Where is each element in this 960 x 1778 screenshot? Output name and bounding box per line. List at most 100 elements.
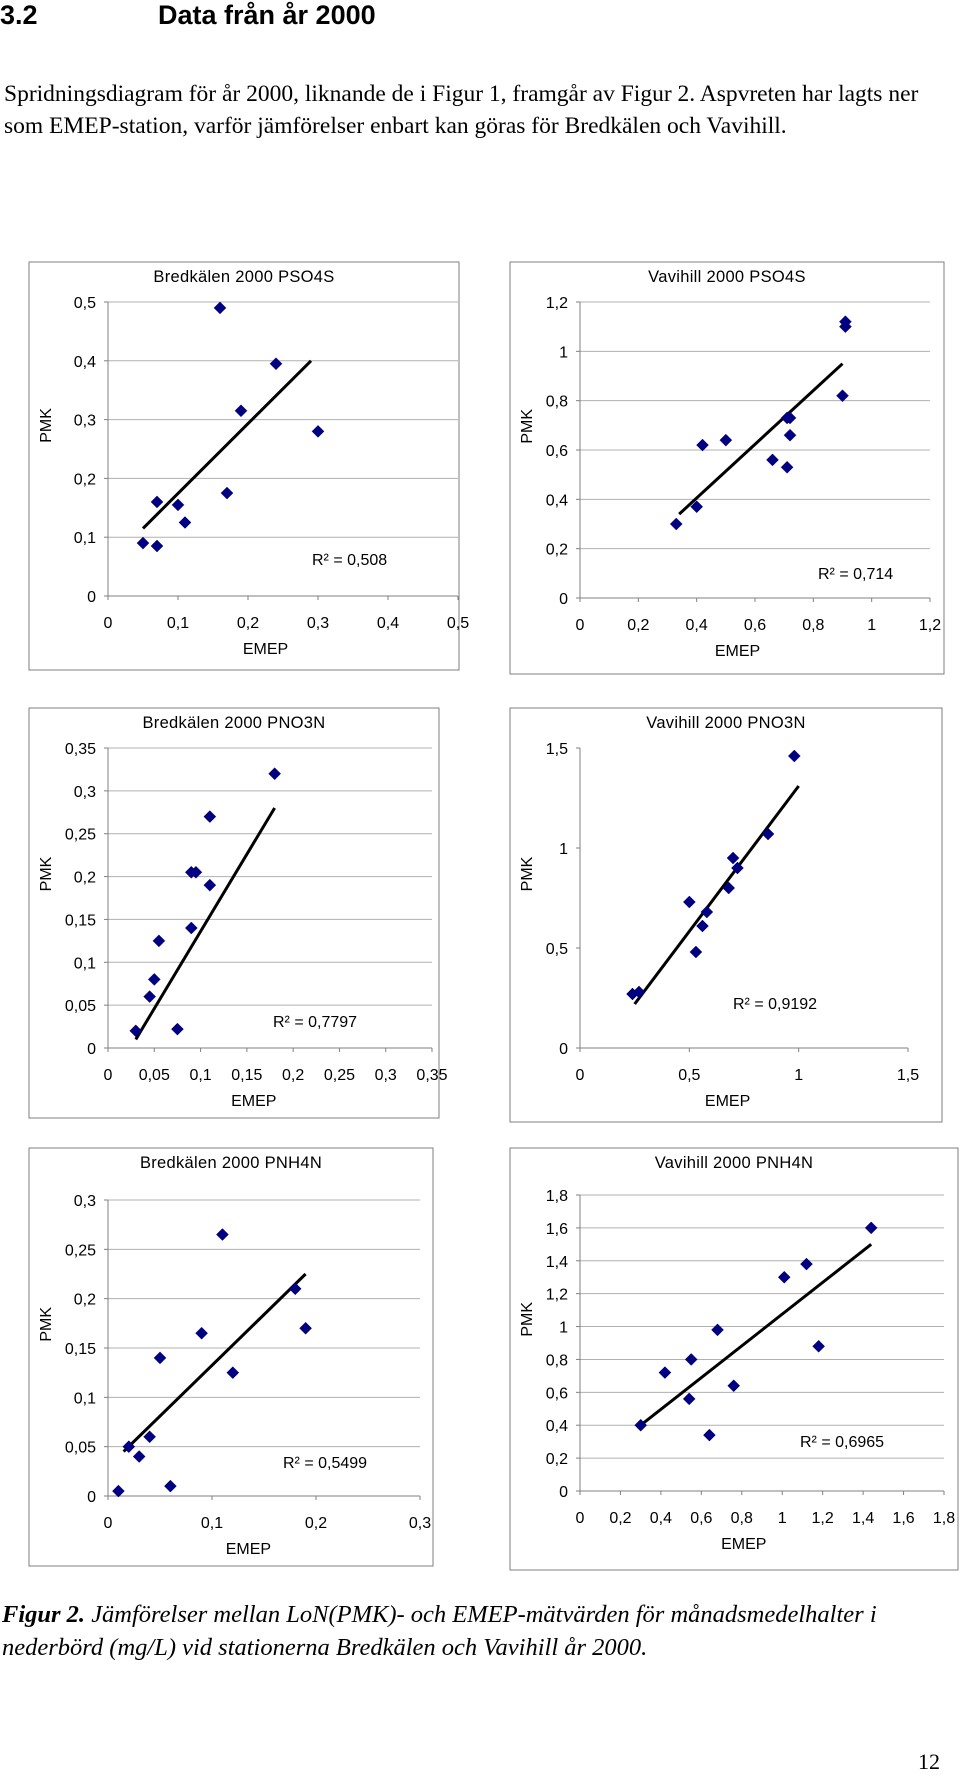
scatter-figure: 0 0,1 0,2 0,3 0,4 0,5 0 0,1 0,2 0,3 0,4 0,5 Bredkäle… (28, 261, 959, 1571)
x-tick-label: 0 (576, 1067, 585, 1084)
chart-panel-2: 0 0,2 0,4 0,6 0,8 1 1,2 0 0,2 0,4 0,6 0,8 1 1,2 Vavihi… (509, 261, 945, 675)
x-tick-label: 1,5 (897, 1067, 919, 1084)
y-tick-label: 1,4 (546, 1254, 568, 1271)
y-tick-label: 0,3 (74, 1193, 96, 1210)
y-tick-label: 1 (559, 1320, 568, 1337)
y-tick-label: 0,2 (546, 1451, 568, 1468)
data-point (220, 486, 234, 500)
y-tick-label: 0 (87, 589, 96, 606)
chart-panel-6: 0 0,2 0,4 0,6 0,8 1 1,2 1,4 1,6 1,8 0 0,2 0,4 0,6 0,8 1… (509, 1147, 959, 1571)
page-number: 12 (918, 1749, 940, 1774)
x-axis-label: EMEP (226, 1541, 271, 1558)
data-point (311, 425, 325, 438)
y-tick-label: 0,1 (74, 1390, 96, 1407)
data-point (153, 1351, 167, 1365)
data-point (129, 1024, 143, 1038)
x-tick-label: 0,2 (282, 1067, 304, 1084)
data-point (164, 1479, 177, 1493)
x-axis-label: EMEP (721, 1536, 766, 1553)
chart-title: Bredkälen 2000 PNO3N (142, 714, 325, 732)
y-axis-label: PMK (38, 408, 55, 443)
y-tick-label: 0,4 (546, 492, 568, 509)
x-tick-label: 1,4 (852, 1510, 874, 1527)
x-tick-label: 0,3 (307, 615, 329, 632)
x-tick-label: 0,5 (678, 1067, 700, 1084)
y-axis-label: PMK (519, 1302, 536, 1337)
y-tick-label: 1,2 (546, 295, 568, 312)
x-tick-label: 0,3 (409, 1515, 431, 1532)
data-point (700, 905, 714, 919)
r-squared-label: R² = 0,5499 (283, 1455, 367, 1472)
chart-title: Bredkälen 2000 PSO4S (153, 268, 334, 286)
data-point (783, 411, 797, 425)
trend-line (633, 785, 800, 1005)
x-tick-label: 1 (778, 1510, 787, 1527)
data-point (658, 1366, 672, 1379)
data-point (719, 433, 733, 447)
x-tick-label: 0,1 (201, 1515, 223, 1532)
y-tick-label: 0,1 (74, 955, 96, 972)
y-tick-label: 0 (559, 1041, 568, 1058)
x-axis-label: EMEP (231, 1093, 276, 1110)
data-point (783, 428, 797, 442)
y-tick-label: 0,05 (65, 1440, 96, 1457)
x-tick-label: 0,2 (237, 615, 259, 632)
x-tick-label: 1 (867, 617, 876, 634)
y-tick-label: 0,25 (65, 1242, 96, 1259)
x-tick-label: 0,35 (416, 1067, 447, 1084)
y-axis-label: PMK (38, 856, 55, 891)
caption-label: Figur 2. (2, 1601, 86, 1628)
y-axis-label: PMK (519, 856, 536, 891)
trend-line (122, 1272, 307, 1453)
x-tick-label: 0,15 (231, 1067, 262, 1084)
data-point (122, 1440, 136, 1454)
chart-panel-1: 0 0,1 0,2 0,3 0,4 0,5 0 0,1 0,2 0,3 0,4 0,5 Bredkäle… (28, 261, 469, 671)
data-point (171, 498, 185, 512)
y-tick-label: 1 (559, 841, 568, 858)
section-title: Data från år 2000 (158, 0, 376, 30)
x-tick-label: 0,8 (731, 1510, 753, 1527)
chart-panel-5: 0 0,05 0,1 0,15 0,2 0,25 0,3 0 0,1 0,2 0,3 Bredkäle… (28, 1147, 434, 1567)
r-squared-label: R² = 0,9192 (733, 996, 817, 1013)
data-point (150, 539, 164, 553)
r-squared-label: R² = 0,6965 (800, 1434, 884, 1451)
intro-paragraph: Spridningsdiagram för år 2000, liknande … (4, 81, 919, 139)
chart-title: Bredkälen 2000 PNH4N (140, 1154, 322, 1172)
data-point (696, 919, 709, 933)
y-tick-label: 1,6 (546, 1221, 568, 1238)
data-point (669, 517, 683, 531)
x-tick-label: 0,5 (447, 615, 469, 632)
data-point (632, 985, 646, 999)
x-tick-label: 0,1 (167, 615, 189, 632)
data-point (152, 934, 166, 948)
y-tick-label: 0,3 (74, 413, 96, 430)
data-point (684, 1353, 698, 1366)
x-tick-label: 1,2 (812, 1510, 834, 1527)
data-point (682, 1392, 696, 1406)
data-point (112, 1484, 125, 1498)
x-tick-label: 1,2 (919, 617, 941, 634)
x-tick-label: 0,25 (324, 1067, 355, 1084)
trend-line (639, 1243, 873, 1427)
data-point (777, 1270, 791, 1284)
caption-text: Jämförelser mellan LoN(PMK)- och EMEP-mä… (2, 1601, 877, 1661)
y-tick-label: 0 (87, 1041, 96, 1058)
data-point (268, 767, 281, 781)
r-squared-label: R² = 0,714 (818, 566, 893, 583)
y-tick-label: 0 (87, 1489, 96, 1506)
y-tick-label: 0,1 (74, 530, 96, 547)
data-point (761, 827, 775, 841)
y-tick-label: 0 (559, 591, 568, 608)
y-tick-label: 0,6 (546, 443, 568, 460)
data-point (216, 1228, 229, 1241)
data-point (766, 453, 779, 467)
y-tick-label: 0,3 (74, 784, 96, 801)
r-squared-label: R² = 0,7797 (273, 1014, 357, 1031)
chart-frame (28, 707, 440, 1119)
chart-title: Vavihill 2000 PNO3N (646, 714, 805, 732)
y-tick-label: 0,15 (65, 1341, 96, 1358)
data-point (226, 1366, 240, 1380)
trend-line (134, 807, 276, 1041)
x-axis-label: EMEP (243, 641, 288, 658)
data-point (722, 881, 736, 895)
